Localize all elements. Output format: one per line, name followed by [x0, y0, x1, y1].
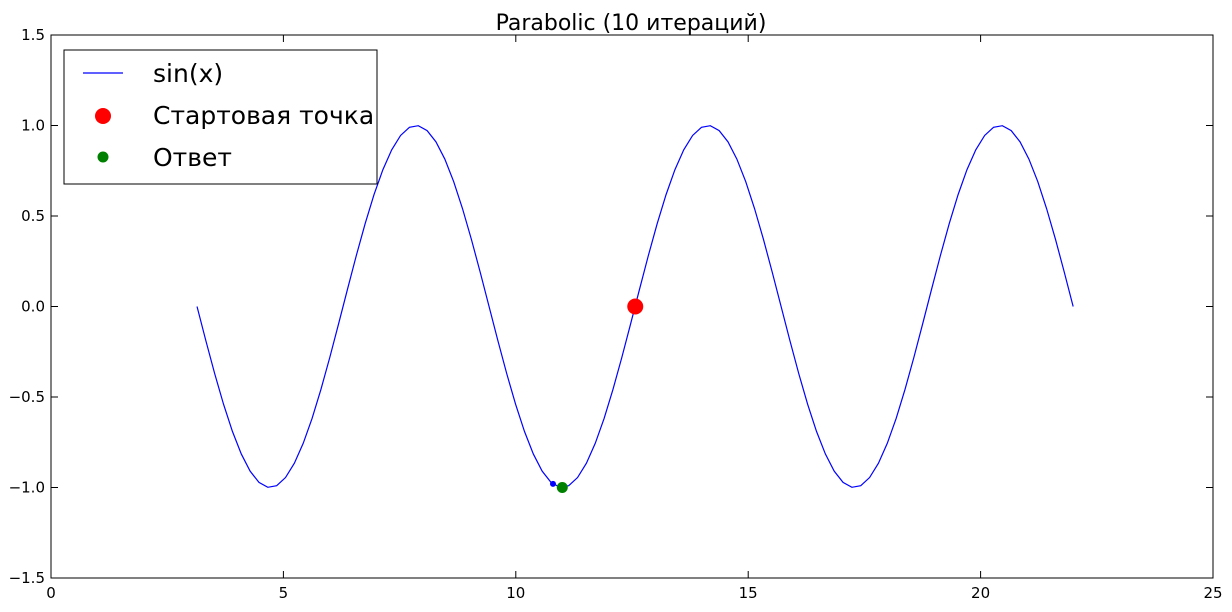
- legend-label-sin: sin(x): [153, 59, 223, 88]
- start-point-marker: [627, 298, 644, 315]
- legend-label-start: Стартовая точка: [153, 101, 374, 130]
- x-tick-label: 25: [1203, 584, 1222, 602]
- iteration-point-marker: [549, 480, 556, 487]
- x-tick-label: 15: [739, 584, 758, 602]
- x-tick-label: 0: [46, 584, 56, 602]
- x-tick-label: 10: [506, 584, 525, 602]
- legend: sin(x) Стартовая точка Ответ: [63, 49, 378, 185]
- marker-layer: [549, 298, 644, 493]
- legend-marker-answer: [97, 151, 109, 163]
- legend-frame: [63, 49, 378, 185]
- x-tick-label: 5: [279, 584, 289, 602]
- answer-point-marker: [556, 482, 568, 493]
- y-tick-label: −0.5: [9, 388, 45, 406]
- y-tick-label: −1.5: [9, 569, 45, 587]
- legend-label-answer: Ответ: [153, 143, 232, 172]
- chart-title: Parabolic (10 итераций): [496, 11, 767, 36]
- ticks: 0 5 10 15 20 25 −1.5 −1.0 −0.5 0.0 0.5 1.0 1.5: [9, 26, 1223, 602]
- x-tick-label: 20: [971, 584, 990, 602]
- y-tick-label: 0.0: [21, 298, 45, 316]
- legend-marker-start: [95, 108, 111, 124]
- y-tick-label: −1.0: [9, 479, 45, 497]
- y-tick-label: 0.5: [21, 207, 45, 225]
- y-tick-label: 1.5: [21, 26, 45, 44]
- y-tick-label: 1.0: [21, 117, 45, 135]
